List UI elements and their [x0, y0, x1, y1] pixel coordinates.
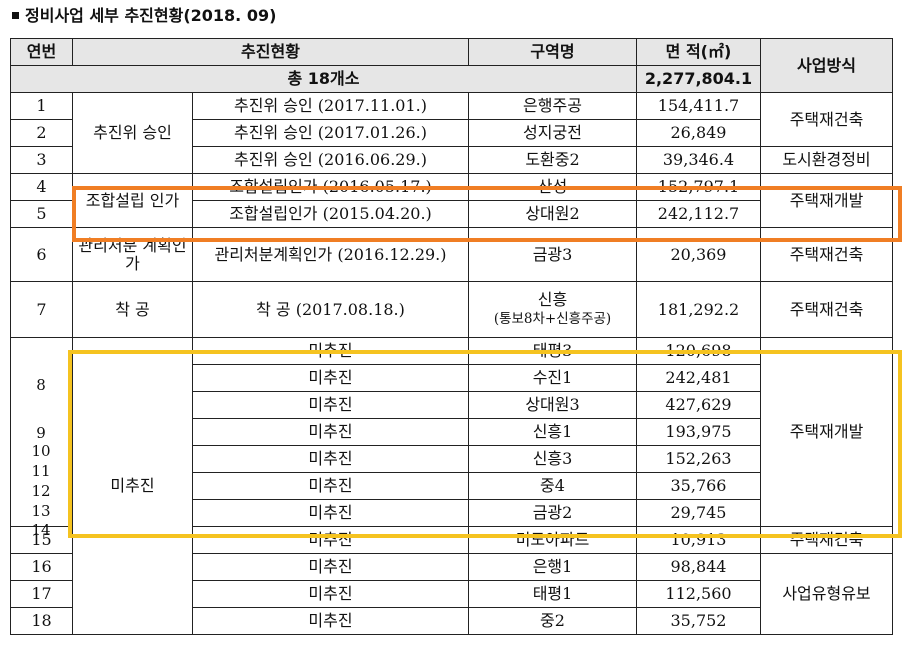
row-area: 242,481 — [636, 364, 761, 392]
row-area: 120,698 — [636, 337, 761, 365]
row-area: 181,292.2 — [636, 281, 761, 338]
row-zone: 수진1 — [468, 364, 637, 392]
seq-13: 13 — [31, 502, 51, 520]
row-area: 98,844 — [636, 553, 761, 581]
row-status: 미추진 — [192, 445, 469, 473]
row-area: 193,975 — [636, 418, 761, 446]
row-area: 35,766 — [636, 472, 761, 500]
row-no-group — [10, 337, 73, 527]
method-rebuild: 주택재건축 — [760, 526, 893, 554]
row-area: 35,752 — [636, 607, 761, 635]
seq-14: 14 — [31, 521, 51, 539]
row-zone: 은행주공 — [468, 92, 637, 120]
group-union: 조합설립 인가 — [72, 173, 193, 228]
row-area: 242,112.7 — [636, 200, 761, 228]
row-status: 미추진 — [192, 607, 469, 635]
row-zone: 금광2 — [468, 499, 637, 527]
header-status: 추진현황 — [72, 38, 469, 66]
row-status: 추진위 승인 (2016.06.29.) — [192, 146, 469, 174]
seq-11: 11 — [31, 462, 51, 480]
row-no: 18 — [10, 607, 73, 635]
method-redevelop: 주택재개발 — [760, 173, 893, 228]
row-zone: 미도아파트 — [468, 526, 637, 554]
page-title-text: 정비사업 세부 추진현황(2018. 09) — [25, 6, 277, 25]
row-area: 10,913 — [636, 526, 761, 554]
row-zone: 성지궁전 — [468, 119, 637, 147]
row-zone: 은행1 — [468, 553, 637, 581]
method-hold: 사업유형유보 — [760, 553, 893, 635]
row-area: 154,411.7 — [636, 92, 761, 120]
total-label: 총 18개소 — [10, 65, 637, 93]
row-zone: 신흥1 — [468, 418, 637, 446]
row-status: 미추진 — [192, 337, 469, 365]
row-no: 2 — [10, 119, 73, 147]
page-title: 정비사업 세부 추진현황(2018. 09) — [12, 2, 276, 26]
row-area: 427,629 — [636, 391, 761, 419]
row-area: 26,849 — [636, 119, 761, 147]
row-status: 조합설립인가 (2015.04.20.) — [192, 200, 469, 228]
row-no: 1 — [10, 92, 73, 120]
method-rebuild: 주택재건축 — [760, 227, 893, 282]
row-no: 3 — [10, 146, 73, 174]
group-mgmt: 관리처분 계획인가 — [72, 227, 193, 282]
row-no: 17 — [10, 580, 73, 608]
row-area: 29,745 — [636, 499, 761, 527]
row-status: 미추진 — [192, 580, 469, 608]
row-zone: 산성 — [468, 173, 637, 201]
seq-10: 10 — [31, 442, 51, 460]
row-status: 미추진 — [192, 364, 469, 392]
row-no: 4 — [10, 173, 73, 201]
row-status: 미추진 — [192, 553, 469, 581]
seq-12: 12 — [31, 482, 51, 500]
row-zone: 중2 — [468, 607, 637, 635]
row-zone: 태평1 — [468, 580, 637, 608]
row-status: 미추진 — [192, 526, 469, 554]
row-status: 추진위 승인 (2017.11.01.) — [192, 92, 469, 120]
header-area: 면 적(㎡) — [636, 38, 761, 66]
row-status: 관리처분계획인가 (2016.12.29.) — [192, 227, 469, 282]
total-area: 2,277,804.1 — [636, 65, 761, 93]
row-area: 39,346.4 — [636, 146, 761, 174]
group-none: 미추진 — [72, 337, 193, 635]
row-area: 112,560 — [636, 580, 761, 608]
row-status: 미추진 — [192, 391, 469, 419]
row-status: 미추진 — [192, 472, 469, 500]
row-status: 추진위 승인 (2017.01.26.) — [192, 119, 469, 147]
group-construction: 착 공 — [72, 281, 193, 338]
row-area: 152,797.1 — [636, 173, 761, 201]
row-zone: 태평3 — [468, 337, 637, 365]
method-env: 도시환경정비 — [760, 146, 893, 174]
row-status: 조합설립인가 (2016.05.17.) — [192, 173, 469, 201]
row-zone-line2: (통보8차+신흥주공) — [493, 311, 612, 327]
row-zone: 상대원3 — [468, 391, 637, 419]
row-zone: 신흥3 — [468, 445, 637, 473]
row-zone: 상대원2 — [468, 200, 637, 228]
group-committee: 추진위 승인 — [72, 92, 193, 174]
row-no: 6 — [10, 227, 73, 282]
row-no: 16 — [10, 553, 73, 581]
header-no: 연번 — [10, 38, 73, 66]
row-no: 5 — [10, 200, 73, 228]
seq-9: 9 — [36, 424, 46, 442]
header-method: 사업방식 — [760, 38, 893, 93]
row-status: 미추진 — [192, 499, 469, 527]
method-rebuild: 주택재건축 — [760, 92, 893, 147]
row-status: 미추진 — [192, 418, 469, 446]
row-area: 152,263 — [636, 445, 761, 473]
row-zone: 금광3 — [468, 227, 637, 282]
row-zone: 신흥 (통보8차+신흥주공) — [468, 281, 637, 338]
status-table: 연번 추진현황 구역명 면 적(㎡) 사업방식 총 18개소 2,277,804… — [10, 38, 893, 635]
row-zone-line1: 신흥 — [537, 290, 568, 309]
row-no: 7 — [10, 281, 73, 338]
row-status: 착 공 (2017.08.18.) — [192, 281, 469, 338]
bullet-icon — [12, 12, 19, 19]
method-redevelop: 주택재개발 — [760, 337, 893, 527]
header-zone: 구역명 — [468, 38, 637, 66]
row-zone: 도환중2 — [468, 146, 637, 174]
row-area: 20,369 — [636, 227, 761, 282]
seq-8: 8 — [36, 376, 46, 394]
method-rebuild: 주택재건축 — [760, 281, 893, 338]
row-zone: 중4 — [468, 472, 637, 500]
